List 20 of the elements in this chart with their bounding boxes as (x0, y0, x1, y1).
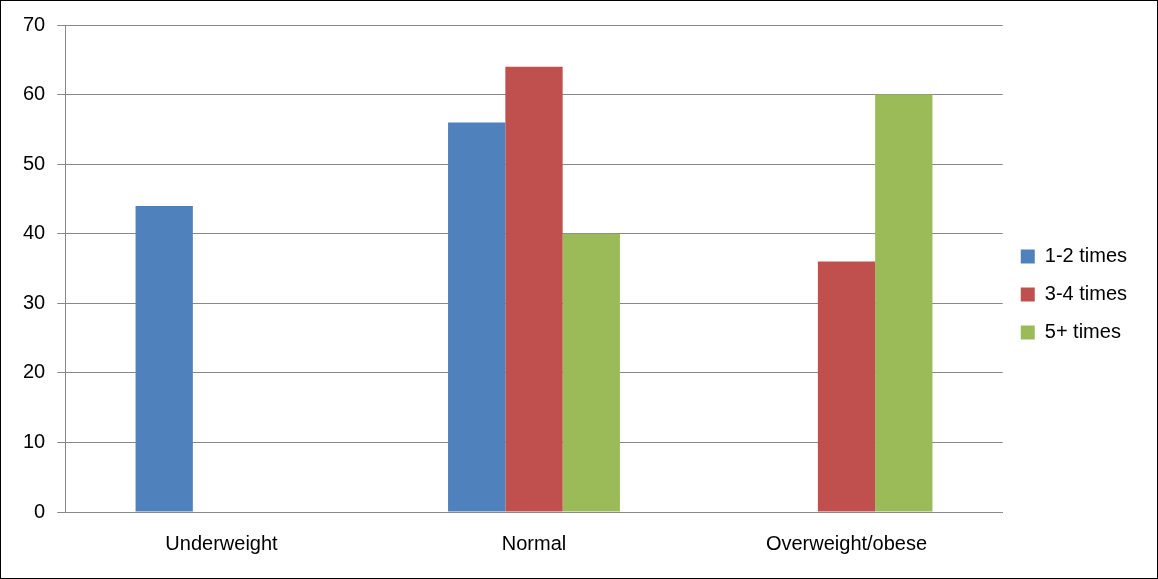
x-tick-label: Overweight/obese (765, 531, 928, 554)
y-tick-label: 40 (23, 221, 46, 244)
y-tick-label: 70 (23, 12, 46, 35)
x-tick-label: Normal (501, 531, 567, 554)
legend-label: 5+ times (1044, 320, 1121, 343)
y-tick-label: 60 (23, 82, 46, 105)
bar (505, 66, 563, 512)
legend-label: 3-4 times (1044, 282, 1127, 305)
bar (875, 94, 933, 512)
y-tick-label: 50 (23, 151, 46, 174)
y-tick-label: 30 (23, 290, 46, 313)
legend-label: 1-2 times (1044, 244, 1127, 267)
y-tick-label: 0 (34, 499, 46, 522)
x-tick-label: Underweight (165, 531, 279, 554)
bar (448, 122, 506, 512)
bar (817, 261, 876, 512)
y-tick-label: 10 (23, 429, 46, 452)
bar (562, 233, 620, 512)
bar (135, 205, 193, 512)
y-tick-label: 20 (23, 360, 46, 383)
